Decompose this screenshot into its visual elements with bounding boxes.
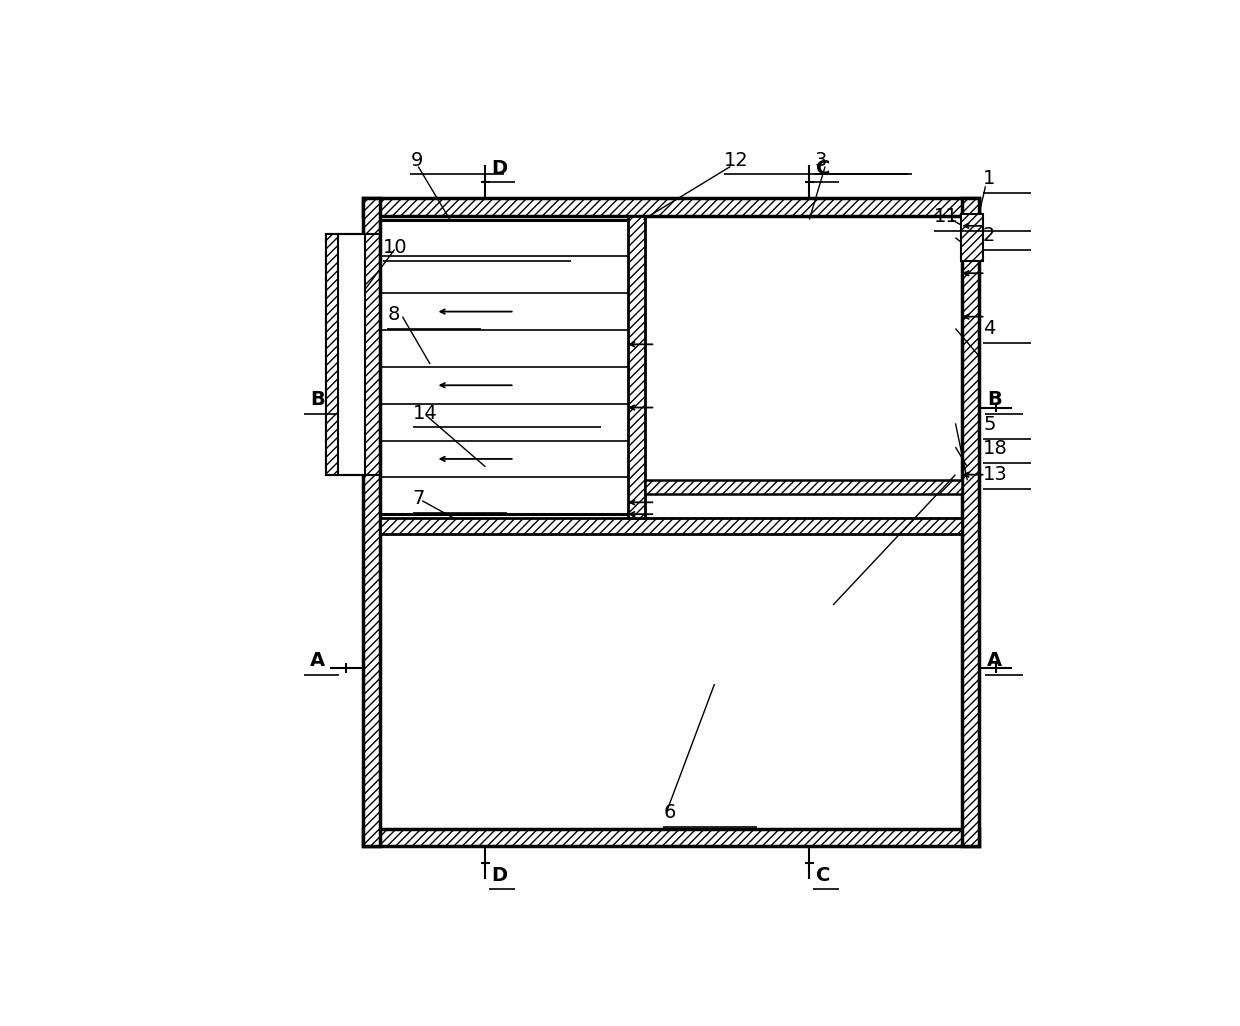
Text: 2: 2: [983, 226, 996, 245]
Text: 13: 13: [983, 465, 1008, 484]
Bar: [363, 198, 381, 846]
Text: 6: 6: [663, 803, 676, 822]
Text: 18: 18: [983, 439, 1008, 458]
Bar: [363, 829, 980, 846]
Text: 11: 11: [934, 207, 959, 226]
Text: 4: 4: [983, 319, 996, 338]
Bar: [326, 234, 366, 475]
Bar: [962, 198, 980, 846]
Text: D: D: [492, 159, 508, 179]
Text: 1: 1: [983, 169, 996, 188]
Text: 9: 9: [410, 151, 423, 169]
Text: 10: 10: [383, 238, 407, 256]
Bar: [645, 480, 962, 495]
Text: A: A: [310, 650, 325, 670]
Text: 8: 8: [387, 305, 399, 324]
Text: 3: 3: [813, 151, 826, 169]
Text: D: D: [492, 866, 508, 884]
Text: 14: 14: [413, 403, 438, 423]
Text: 7: 7: [413, 488, 425, 508]
Text: B: B: [310, 390, 325, 409]
Bar: [627, 215, 645, 518]
Bar: [326, 234, 337, 475]
Text: B: B: [987, 390, 1002, 409]
Bar: [363, 198, 980, 215]
Text: 5: 5: [983, 416, 996, 434]
Text: C: C: [816, 159, 830, 179]
Bar: [381, 518, 962, 534]
Bar: [961, 214, 983, 262]
Text: A: A: [987, 650, 1002, 670]
Text: 12: 12: [724, 151, 749, 169]
Text: C: C: [816, 866, 830, 884]
